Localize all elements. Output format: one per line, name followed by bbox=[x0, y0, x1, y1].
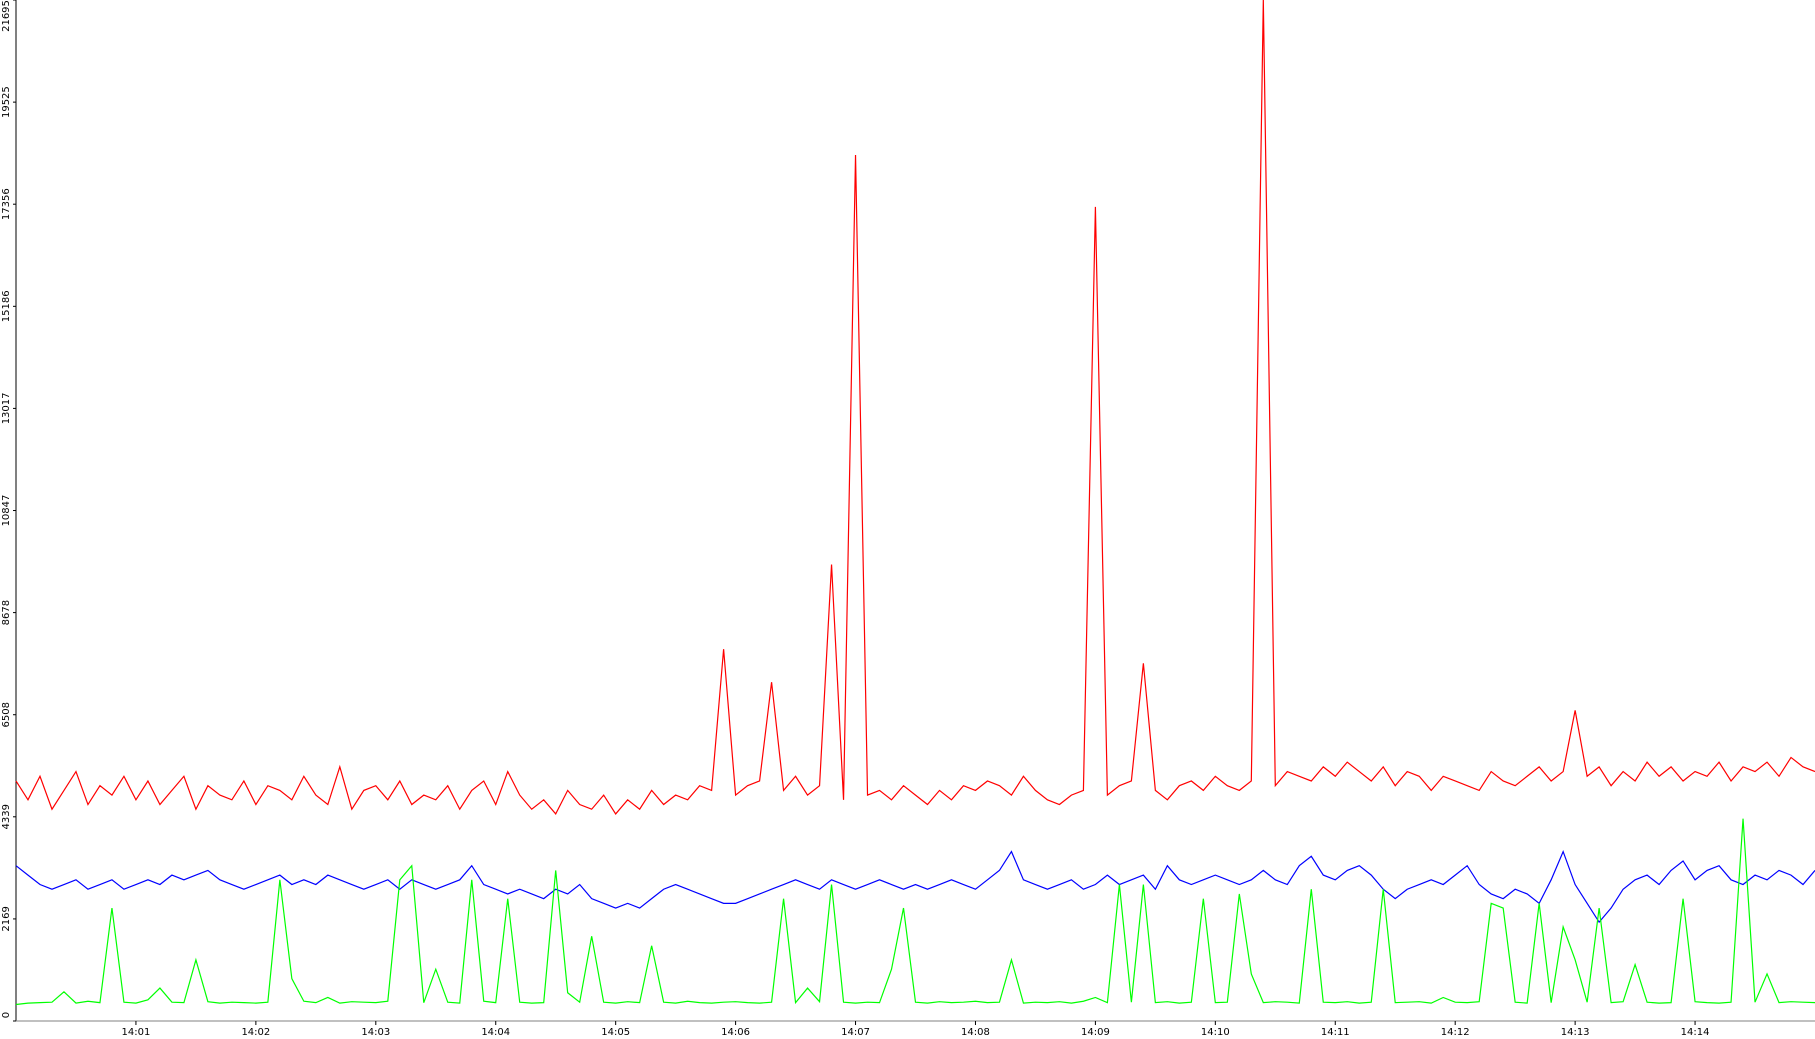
x-tick-label: 14:08 bbox=[961, 1027, 990, 1038]
series-line bbox=[15, 849, 1815, 924]
x-tick-label: 14:05 bbox=[601, 1027, 630, 1038]
x-tick-label: 14:10 bbox=[1201, 1027, 1230, 1038]
x-tick-label: 14:09 bbox=[1081, 1027, 1110, 1038]
y-tick-label: 4339 bbox=[1, 804, 12, 829]
x-tick-label: 14:11 bbox=[1321, 1027, 1350, 1038]
x-tick-label: 14:07 bbox=[841, 1027, 870, 1038]
x-tick-label: 14:04 bbox=[481, 1027, 510, 1038]
y-tick-label: 10847 bbox=[1, 495, 12, 527]
y-tick-label: 8678 bbox=[1, 600, 12, 625]
x-tick-label: 14:03 bbox=[361, 1027, 390, 1038]
y-tick-label: 15186 bbox=[1, 290, 12, 322]
x-tick-label: 14:14 bbox=[1681, 1027, 1710, 1038]
x-tick-label: 14:01 bbox=[122, 1027, 151, 1038]
series-line bbox=[15, 0, 1815, 816]
x-tick-label: 14:02 bbox=[241, 1027, 270, 1038]
y-tick-label: 6508 bbox=[1, 702, 12, 727]
y-tick-label: 13017 bbox=[1, 392, 12, 424]
x-tick-label: 14:06 bbox=[721, 1027, 750, 1038]
y-tick-label: 17356 bbox=[1, 188, 12, 220]
y-tick-label: 0 bbox=[1, 1012, 12, 1018]
x-tick-label: 14:12 bbox=[1441, 1027, 1470, 1038]
x-tick-label: 14:13 bbox=[1561, 1027, 1590, 1038]
y-tick-label: 21695 bbox=[1, 0, 12, 32]
series-line bbox=[15, 818, 1815, 1006]
y-tick-label: 19525 bbox=[1, 86, 12, 118]
y-tick-label: 2169 bbox=[1, 906, 12, 931]
